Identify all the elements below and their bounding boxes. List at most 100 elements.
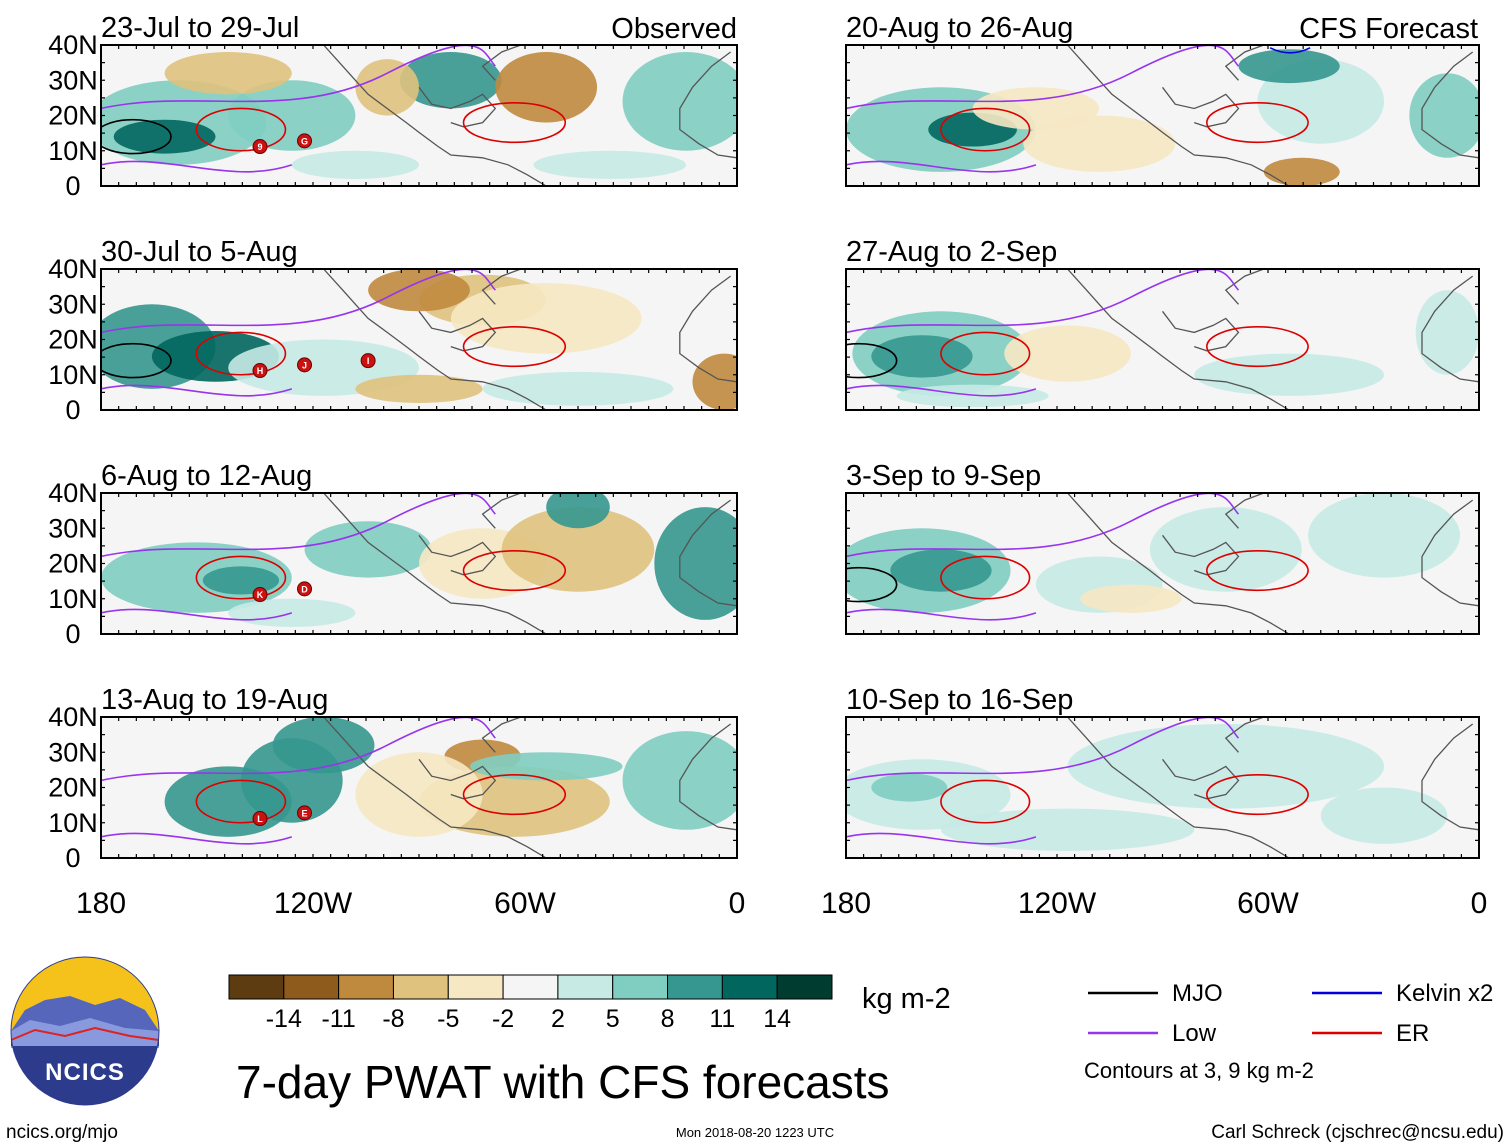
y-tick-label: 0 <box>65 171 80 201</box>
pwat-anomaly-region <box>355 752 483 837</box>
er-contour <box>1206 550 1309 592</box>
pwat-anomaly-region <box>1409 73 1479 158</box>
colorbar-tick-label: 5 <box>606 1005 620 1033</box>
coastline <box>1161 534 1240 576</box>
map-panel: 20-Aug to 26-Aug <box>845 12 1480 187</box>
figure-title: 7-day PWAT with CFS forecasts <box>236 1056 890 1108</box>
er-contour <box>195 331 287 376</box>
forecast-label: CFS Forecast <box>1299 13 1478 45</box>
er-contour <box>1206 326 1309 368</box>
y-tick-label: 10N <box>48 808 98 838</box>
low-contour <box>846 493 1240 558</box>
coastline <box>1224 45 1265 81</box>
pwat-anomaly-region <box>469 752 623 781</box>
low-contour <box>101 608 293 621</box>
low-contour <box>846 45 1240 110</box>
low-contour <box>846 717 1240 782</box>
y-tick-label: 0 <box>65 619 80 649</box>
y-tick-label: 40N <box>48 702 98 732</box>
er-contour <box>940 555 1031 600</box>
panel-title: 23-Jul to 29-Jul <box>101 12 299 44</box>
map-panel: 27-Aug to 2-Sep <box>845 236 1480 411</box>
colorbar-unit: kg m-2 <box>862 983 951 1015</box>
low-contour <box>846 384 1037 397</box>
coastline <box>481 45 522 81</box>
low-contour <box>101 493 496 558</box>
colorbar-tick-label: -14 <box>266 1005 302 1033</box>
storm-marker-icon <box>360 353 376 369</box>
storm-marker-icon <box>297 805 313 821</box>
colorbar-tick-label: 8 <box>661 1005 675 1033</box>
er-contour <box>940 331 1031 376</box>
colorbar-tick-label: 14 <box>763 1005 791 1033</box>
y-tick-label: 40N <box>48 254 98 284</box>
storm-marker-label: K <box>257 590 264 600</box>
storm-marker-label: I <box>367 356 370 366</box>
low-contour <box>101 45 496 110</box>
pwat-anomaly-region <box>113 119 216 154</box>
pwat-anomaly-region <box>546 493 610 529</box>
er-contour <box>195 555 287 600</box>
pwat-anomaly-region <box>1149 507 1302 592</box>
logo-mountains-icon <box>11 996 159 1031</box>
x-tick-label: 0 <box>729 887 746 920</box>
low-contour <box>846 608 1037 621</box>
low-contour <box>101 832 293 845</box>
pwat-anomaly-region <box>692 353 737 410</box>
coastline <box>418 758 497 800</box>
y-tick-label: 20N <box>48 101 98 131</box>
colorbar-swatch <box>338 974 394 1000</box>
x-tick-label: 60W <box>1237 887 1299 920</box>
pwat-anomaly-region <box>355 59 420 116</box>
logo-text: NCICS <box>45 1059 125 1086</box>
storm-marker-icon <box>297 133 313 149</box>
panel-title: 6-Aug to 12-Aug <box>101 460 312 492</box>
coastline <box>418 86 497 128</box>
coastline <box>1421 723 1479 831</box>
coastline <box>1161 86 1240 128</box>
colorbar-swatch <box>776 974 833 1000</box>
y-tick-label: 30N <box>48 513 98 543</box>
mjo-contour <box>846 566 898 603</box>
pwat-anomaly-region <box>1263 157 1340 186</box>
coastline <box>1224 717 1265 753</box>
x-tick-label: 120W <box>1018 887 1097 920</box>
low-contour <box>846 160 1037 173</box>
pwat-anomaly-region <box>940 808 1195 851</box>
pwat-anomaly-region <box>1415 290 1479 375</box>
er-contour <box>462 550 567 592</box>
y-tick-label: 40N <box>48 478 98 508</box>
coastline <box>1067 269 1290 410</box>
y-tick-label: 20N <box>48 549 98 579</box>
pwat-anomaly-region <box>1320 787 1448 844</box>
pwat-anomaly-region <box>1004 325 1131 382</box>
er-contour <box>1206 102 1309 144</box>
x-tick-label: 60W <box>494 887 556 920</box>
colorbar-swatch <box>667 974 723 1000</box>
panel-title: 10-Sep to 16-Sep <box>846 684 1073 716</box>
footer-author: Carl Schreck (cjschrec@ncsu.edu) <box>1211 1122 1504 1143</box>
y-tick-label: 0 <box>65 395 80 425</box>
colorbar-tick-label: -5 <box>437 1005 459 1033</box>
storm-marker-label: G <box>301 136 308 146</box>
storm-marker-icon <box>297 357 313 373</box>
panel-title: 3-Sep to 9-Sep <box>846 460 1041 492</box>
legend: MJO Kelvin x2 Low ER <box>1088 980 1493 1047</box>
legend-item-label: ER <box>1396 1020 1429 1047</box>
pwat-anomaly-region <box>1308 493 1461 578</box>
pwat-anomaly-region <box>482 371 674 406</box>
storm-marker-icon <box>252 587 268 603</box>
legend-item-label: Low <box>1172 1020 1217 1047</box>
panel-title: 13-Aug to 19-Aug <box>101 684 328 716</box>
storm-marker-label: L <box>257 814 263 824</box>
kelvin-contour <box>1269 47 1311 54</box>
pwat-anomaly-region <box>871 773 948 802</box>
coastline <box>481 269 522 305</box>
coastline <box>323 717 547 858</box>
mjo-contour <box>101 342 172 379</box>
colorbar-swatch <box>612 974 669 1000</box>
observed-label: Observed <box>611 13 737 45</box>
